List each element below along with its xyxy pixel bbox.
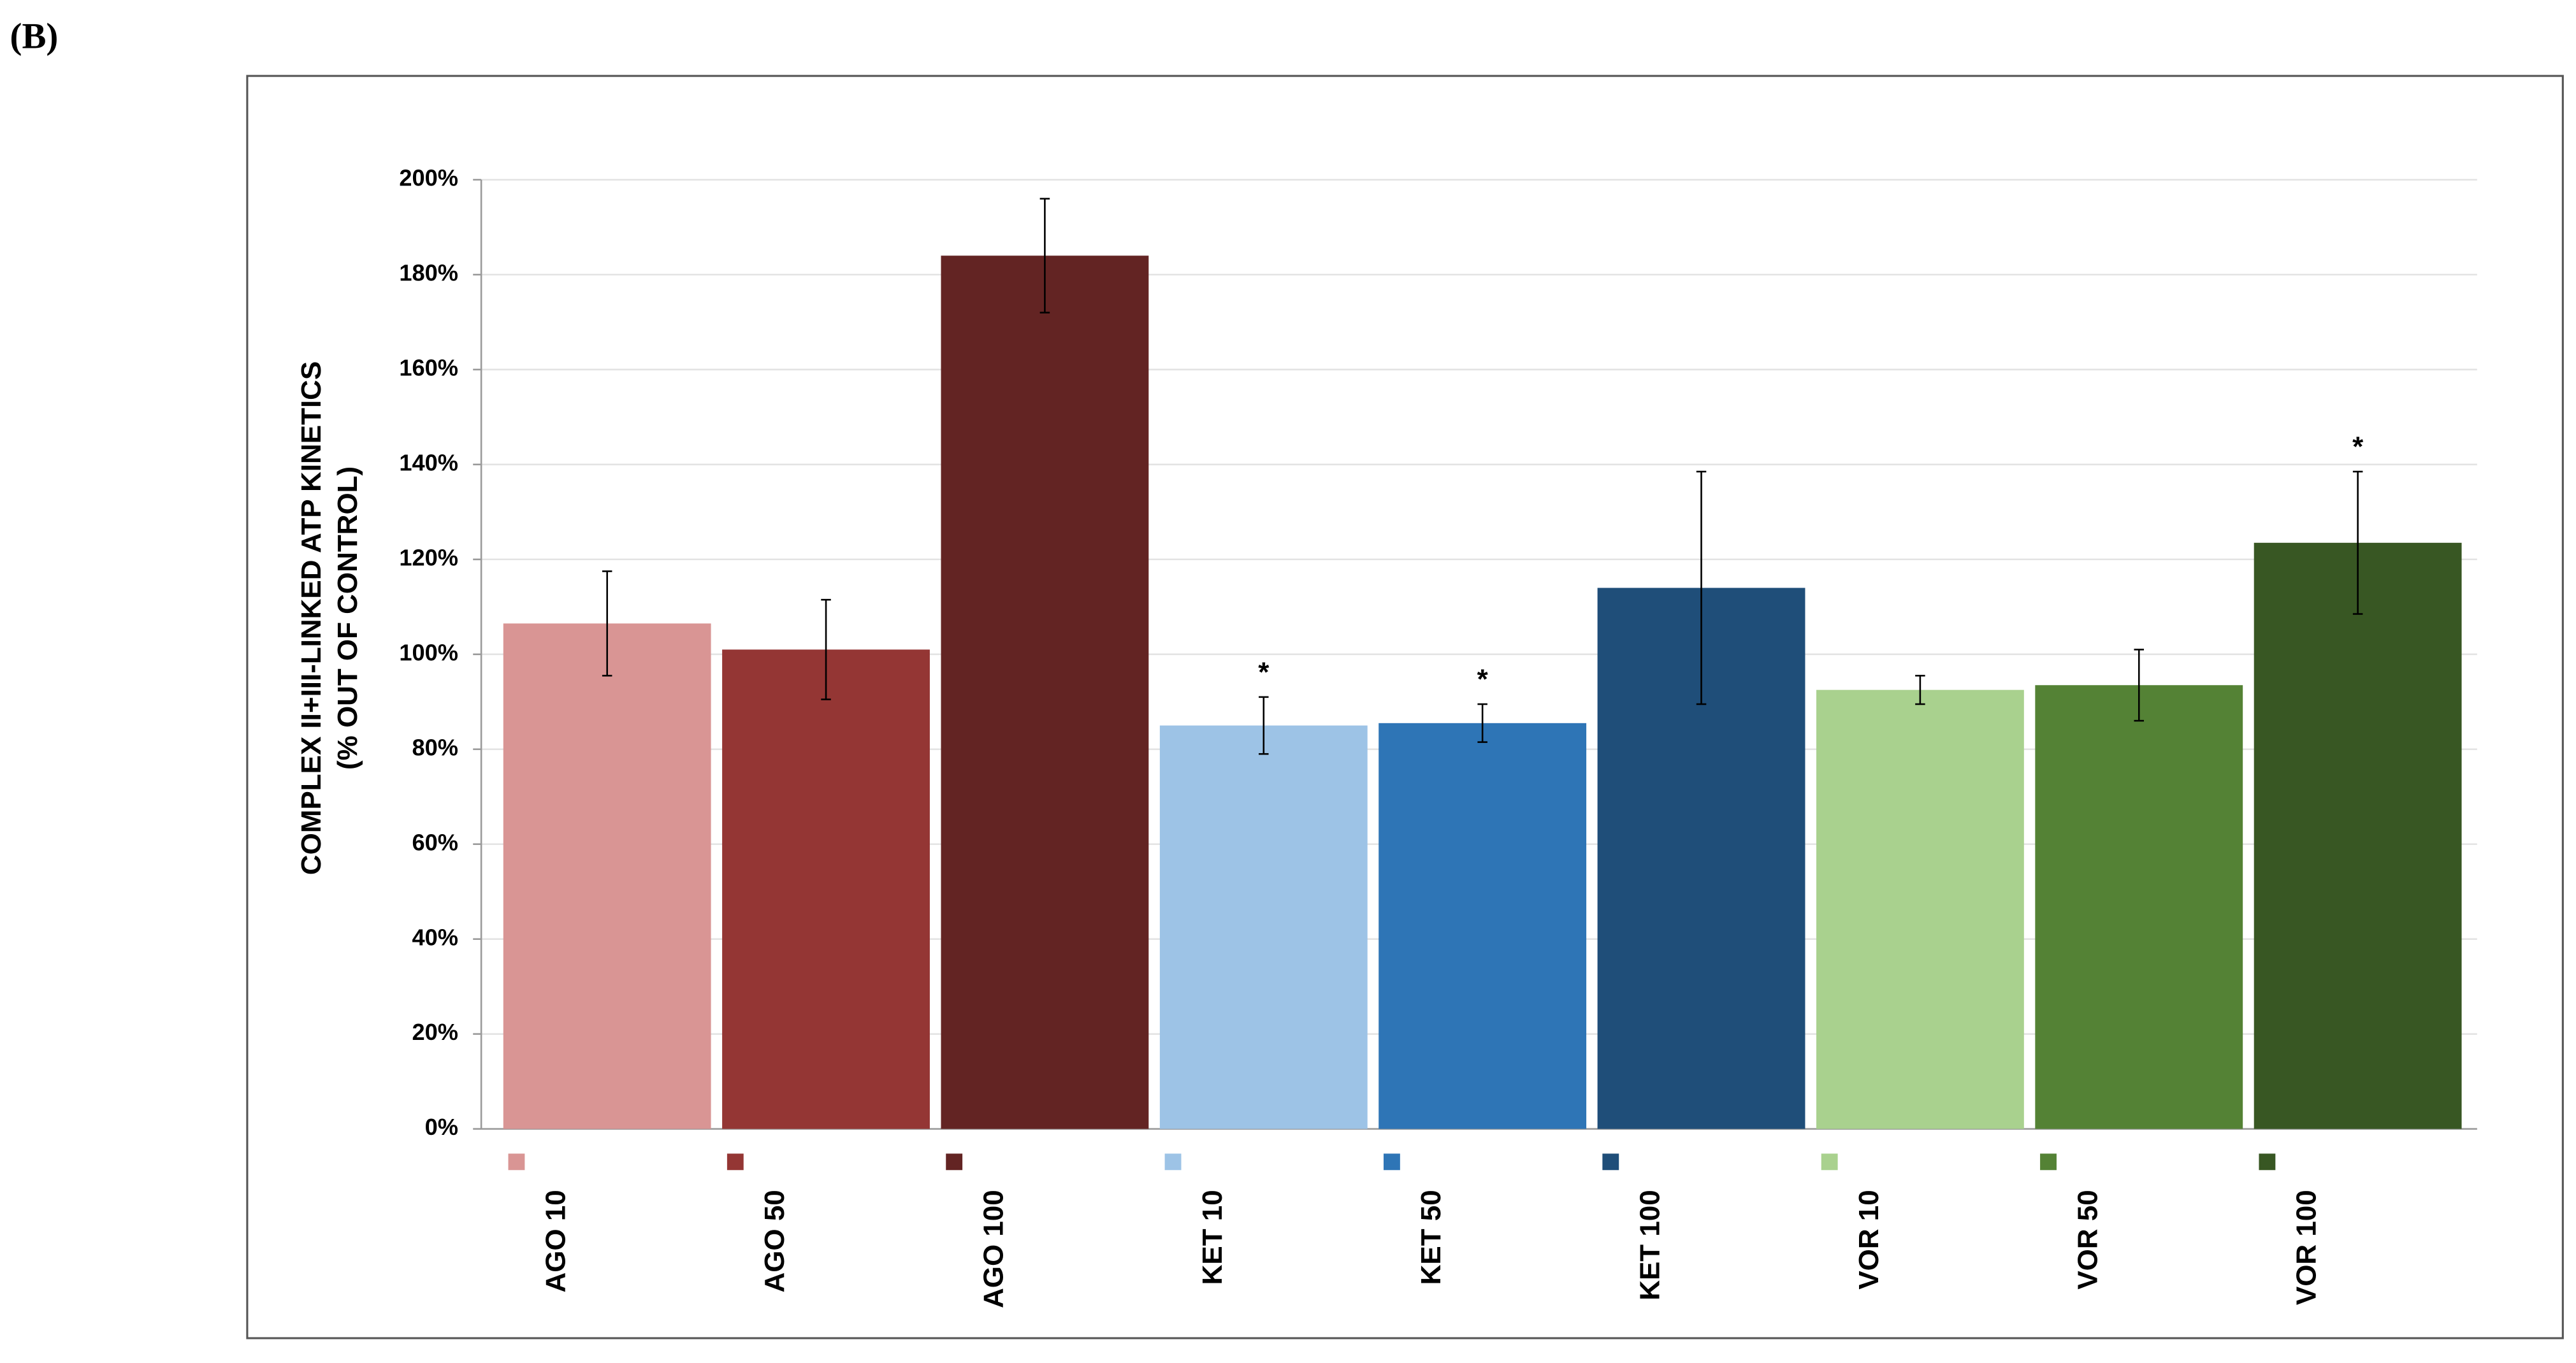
x-tick-label: AGO 50 xyxy=(759,1190,790,1292)
y-tick-label: 60% xyxy=(412,829,458,855)
bar xyxy=(503,623,711,1129)
y-axis-title: COMPLEX II+III-LINKED ATP KINETICS xyxy=(296,361,327,875)
legend-swatch xyxy=(1164,1153,1182,1171)
significance-marker: * xyxy=(2352,431,2364,462)
y-tick-label: 180% xyxy=(399,260,458,286)
y-tick-label: 40% xyxy=(412,924,458,950)
x-tick-label: AGO 100 xyxy=(978,1190,1009,1308)
legend-swatch xyxy=(508,1153,525,1171)
bar xyxy=(2254,542,2462,1129)
y-tick-label: 200% xyxy=(399,165,458,191)
legend-swatch xyxy=(946,1153,963,1171)
significance-marker: * xyxy=(1258,656,1270,688)
x-tick-label: VOR 10 xyxy=(1853,1190,1885,1289)
x-tick-label: VOR 100 xyxy=(2291,1190,2322,1305)
legend-swatch xyxy=(2040,1153,2057,1171)
legend-swatch xyxy=(727,1153,744,1171)
significance-marker: * xyxy=(1477,663,1489,695)
y-tick-label: 140% xyxy=(399,449,458,475)
y-tick-label: 20% xyxy=(412,1019,458,1045)
legend-swatch xyxy=(1821,1153,1838,1171)
panel-label: (B) xyxy=(10,16,59,56)
chart-frame xyxy=(246,75,2564,1339)
x-tick-label: KET 100 xyxy=(1635,1190,1666,1300)
x-tick-label: KET 10 xyxy=(1197,1190,1228,1285)
legend-swatch xyxy=(1602,1153,1619,1171)
bar xyxy=(2035,685,2243,1129)
y-axis-title: (% OUT OF CONTROL) xyxy=(332,466,363,770)
x-tick-label: AGO 10 xyxy=(540,1190,572,1292)
bar xyxy=(1378,723,1587,1129)
y-tick-label: 160% xyxy=(399,355,458,381)
bar xyxy=(1816,689,2024,1129)
y-tick-label: 80% xyxy=(412,734,458,760)
y-tick-label: 0% xyxy=(425,1114,458,1140)
bar xyxy=(1159,725,1368,1129)
legend-swatch xyxy=(1383,1153,1400,1171)
x-tick-label: VOR 50 xyxy=(2072,1190,2103,1289)
bar xyxy=(941,256,1149,1129)
bar xyxy=(722,649,930,1129)
legend-swatch xyxy=(2259,1153,2276,1171)
x-tick-label: KET 50 xyxy=(1415,1190,1447,1285)
y-tick-label: 120% xyxy=(399,544,458,570)
y-tick-label: 100% xyxy=(399,639,458,665)
